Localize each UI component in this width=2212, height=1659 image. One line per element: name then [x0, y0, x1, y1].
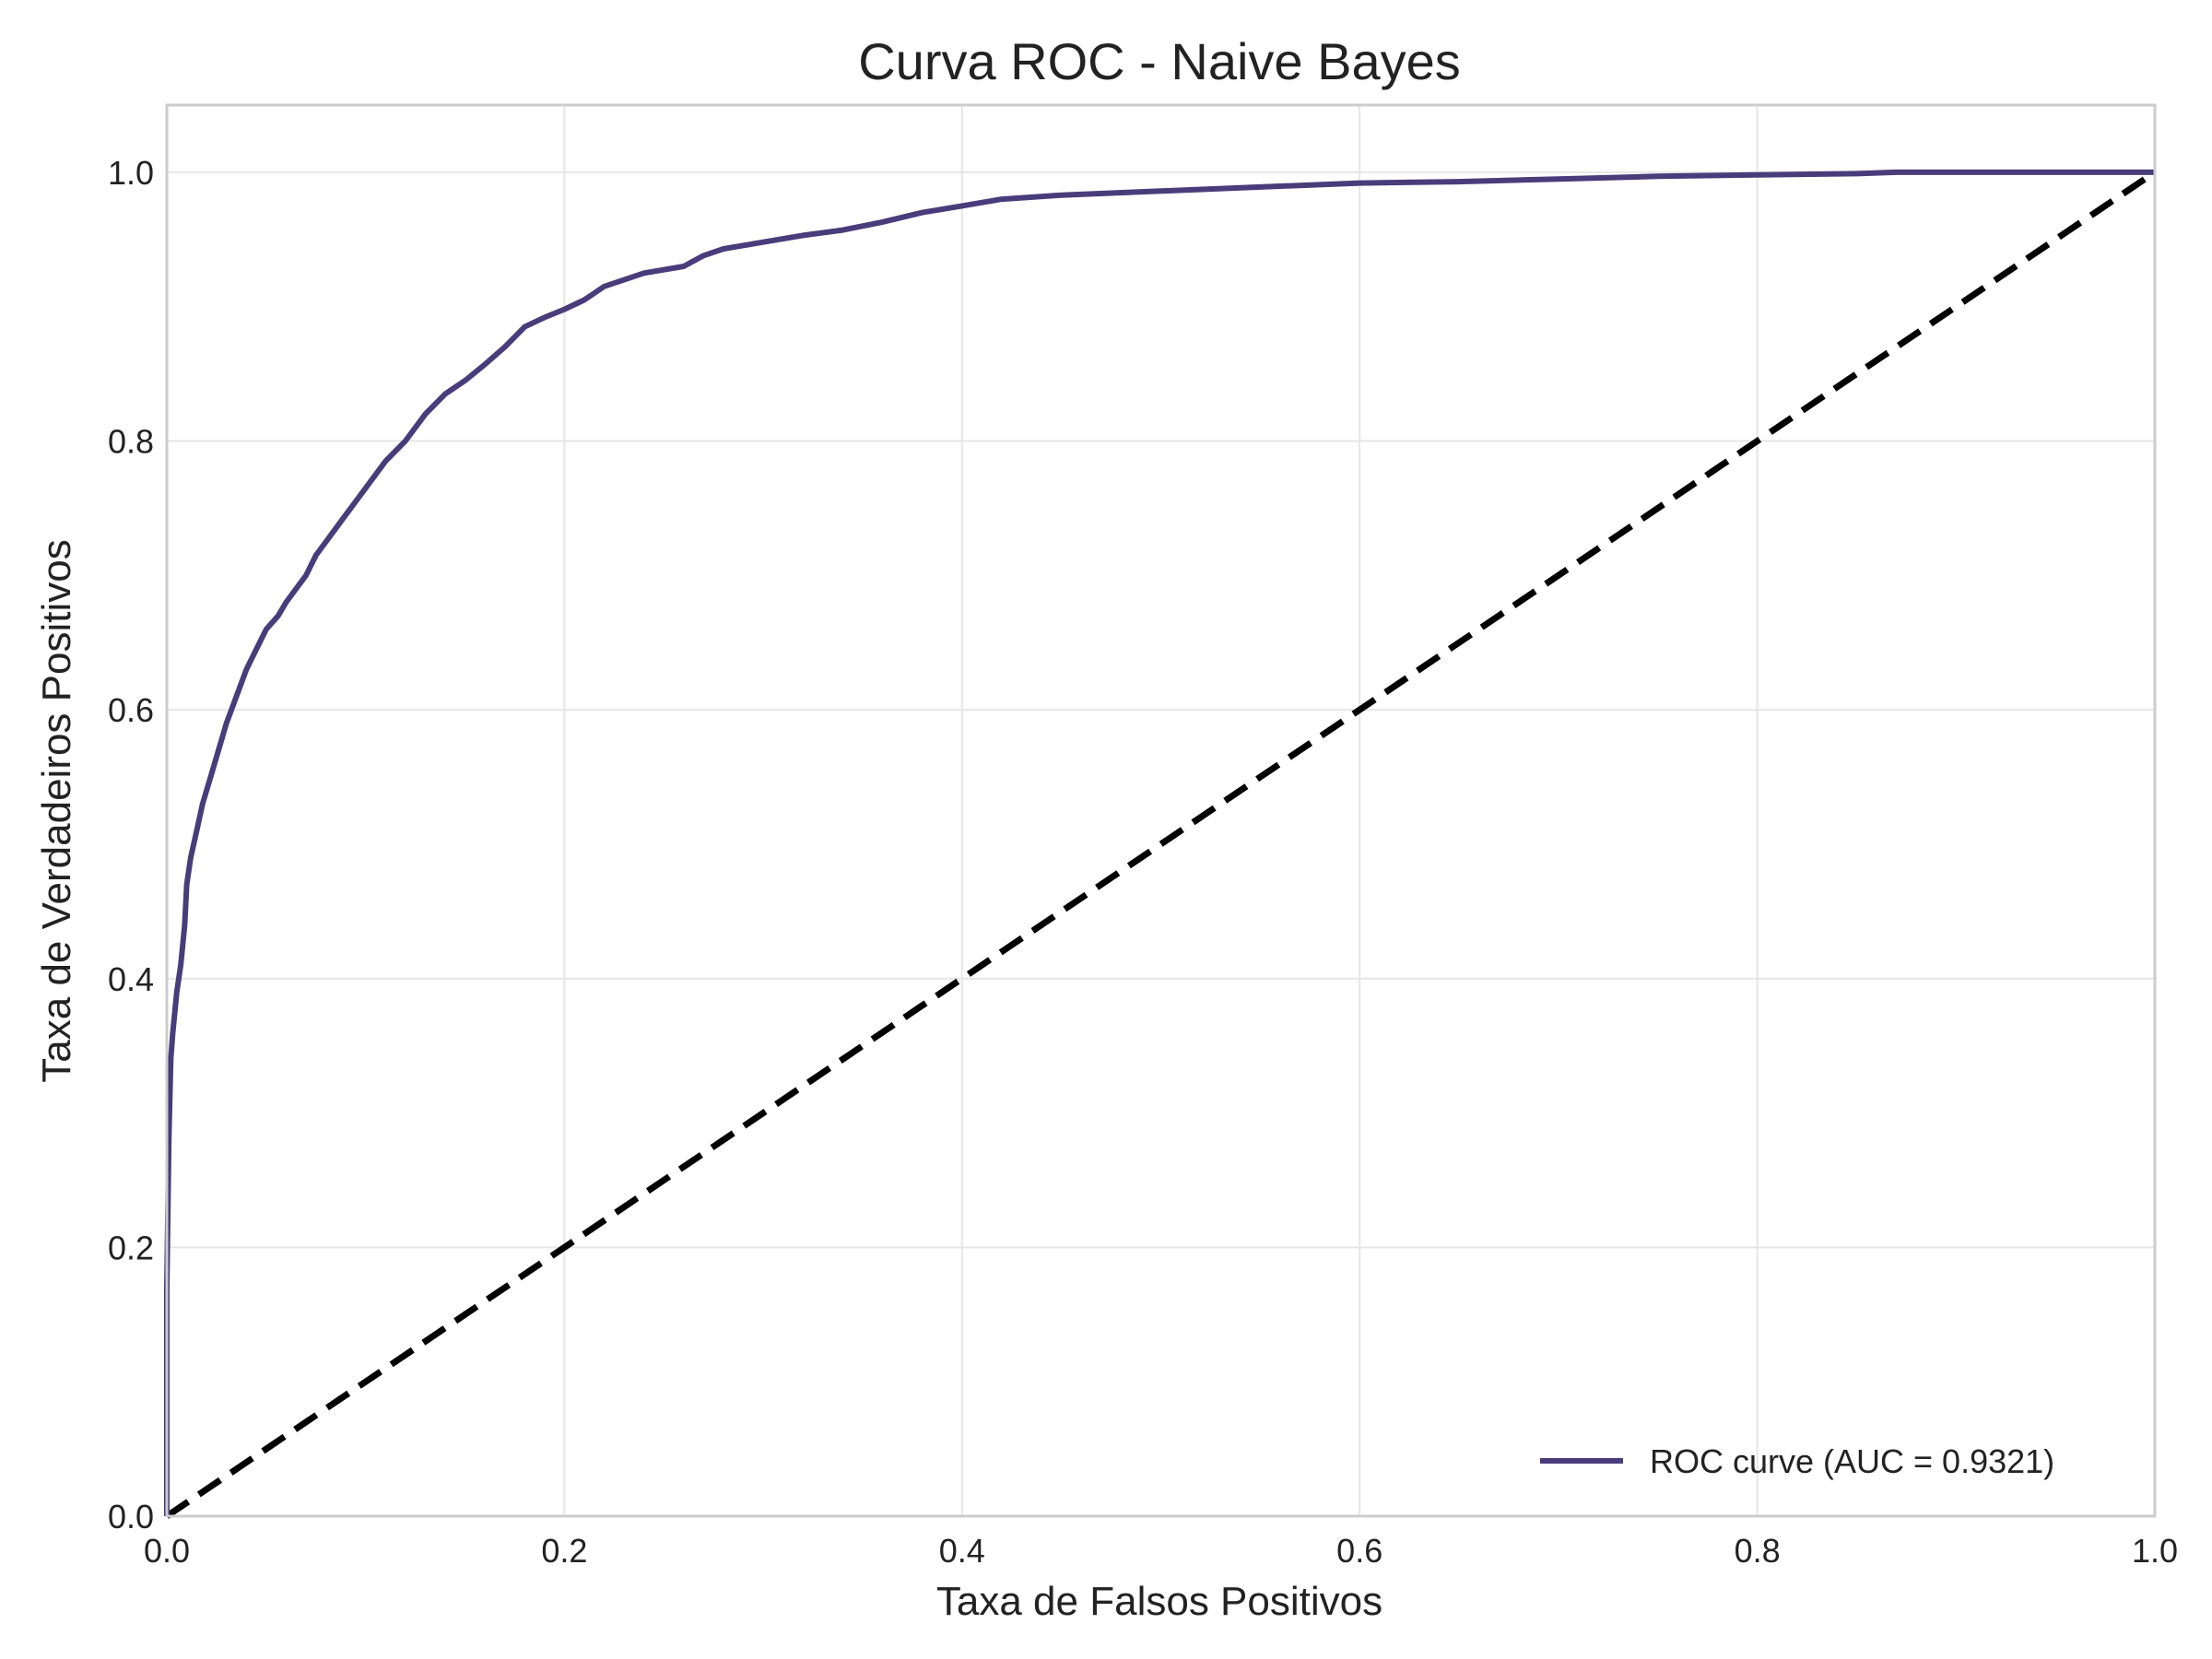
y-tick-label: 0.4: [108, 960, 154, 998]
x-tick-label: 1.0: [2132, 1532, 2178, 1570]
y-tick-label: 0.2: [108, 1229, 154, 1266]
roc-curve-line: [164, 169, 2155, 1516]
x-tick-labels: 0.0 0.2 0.4 0.6 0.8 1.0: [144, 1532, 2178, 1570]
legend-label: ROC curve (AUC = 0.9321): [1650, 1442, 2054, 1480]
x-tick-label: 0.0: [144, 1532, 190, 1570]
y-tick-label: 0.0: [108, 1498, 154, 1535]
y-tick-label: 0.8: [108, 423, 154, 461]
x-tick-label: 0.6: [1336, 1532, 1382, 1570]
y-tick-labels: 0.0 0.2 0.4 0.6 0.8 1.0: [108, 154, 154, 1535]
y-axis-label: Taxa de Verdadeiros Positivos: [34, 539, 79, 1082]
chart-title: Curva ROC - Naive Bayes: [858, 32, 1461, 90]
x-tick-label: 0.8: [1735, 1532, 1781, 1570]
x-axis-label: Taxa de Falsos Positivos: [936, 1579, 1382, 1624]
x-tick-label: 0.4: [939, 1532, 985, 1570]
legend: ROC curve (AUC = 0.9321): [1540, 1442, 2054, 1480]
chance-diagonal-line: [165, 170, 2157, 1519]
plot-frame: [165, 103, 2157, 1518]
plot-lines: [164, 169, 2157, 1519]
y-tick-label: 1.0: [108, 154, 154, 192]
y-tick-label: 0.6: [108, 691, 154, 729]
x-tick-label: 0.2: [541, 1532, 587, 1570]
